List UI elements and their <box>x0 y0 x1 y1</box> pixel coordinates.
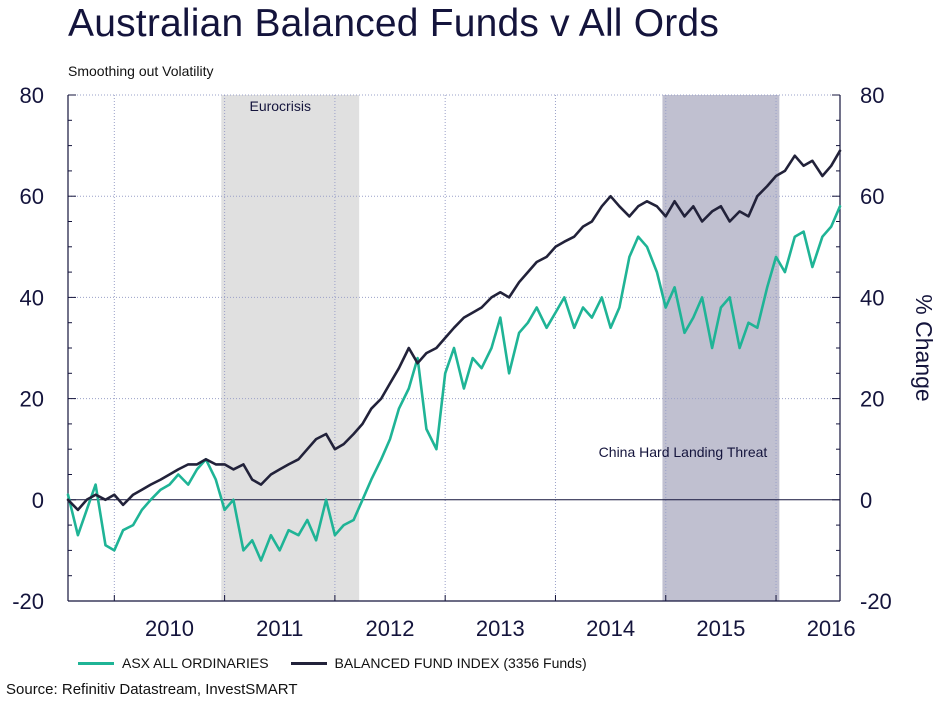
legend-swatch-balanced <box>290 661 327 665</box>
y-axis-label-right: % Change <box>911 294 937 401</box>
x-tick-label: 2010 <box>145 616 194 641</box>
y-tick-label-right: 20 <box>860 387 884 412</box>
legend-item-balanced: BALANCED FUND INDEX (3356 Funds) <box>290 655 587 671</box>
y-tick-label-right: 40 <box>860 285 884 310</box>
x-tick-label: 2011 <box>256 616 303 641</box>
shaded-label-china: China Hard Landing Threat <box>599 444 768 460</box>
legend-label-asx: ASX ALL ORDINARIES <box>122 655 269 671</box>
y-tick-label-right: 60 <box>860 184 884 209</box>
legend-label-balanced: BALANCED FUND INDEX (3356 Funds) <box>334 655 587 671</box>
shaded-label-eurocrisis: Eurocrisis <box>249 98 310 114</box>
y-tick-label: 60 <box>20 184 44 209</box>
series-asx-line <box>66 205 842 562</box>
y-tick-label: 80 <box>20 83 44 108</box>
series-balanced-line <box>66 149 842 512</box>
shaded-region-china <box>662 95 780 601</box>
chart-subtitle: Smoothing out Volatility <box>68 63 214 79</box>
source-note: Source: Refinitiv Datastream, InvestSMAR… <box>6 681 298 698</box>
x-tick-label: 2014 <box>586 616 635 641</box>
x-tick-label: 2013 <box>476 616 525 641</box>
y-tick-label-right: 0 <box>860 488 872 513</box>
y-tick-label: 0 <box>32 488 44 513</box>
y-tick-label-right: -20 <box>860 589 892 614</box>
y-tick-label: -20 <box>12 589 44 614</box>
y-tick-label-right: 80 <box>860 83 884 108</box>
x-tick-label: 2016 <box>807 616 856 641</box>
x-tick-label: 2015 <box>696 616 745 641</box>
legend-item-asx: ASX ALL ORDINARIES <box>78 655 269 671</box>
legend-swatch-asx <box>78 661 114 665</box>
chart-title: Australian Balanced Funds v All Ords <box>68 2 720 45</box>
x-tick-label: 2012 <box>366 616 415 641</box>
shaded-region-eurocrisis <box>221 95 360 601</box>
y-tick-label: 20 <box>20 387 44 412</box>
y-tick-label: 40 <box>20 285 44 310</box>
legend: ASX ALL ORDINARIES BALANCED FUND INDEX (… <box>78 655 609 671</box>
